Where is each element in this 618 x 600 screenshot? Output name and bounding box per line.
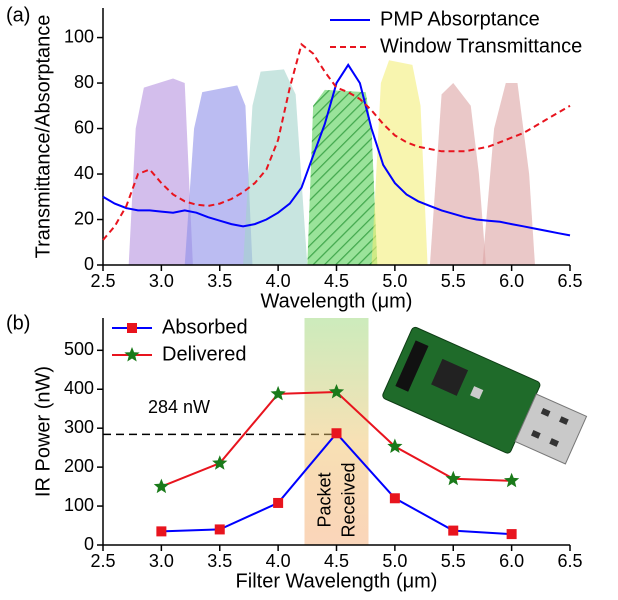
x-tick-label: 6.0 bbox=[499, 271, 524, 291]
x-tick-label: 4.5 bbox=[324, 551, 349, 571]
x-tick-label: 2.5 bbox=[90, 271, 115, 291]
annotation-text: Received bbox=[338, 462, 358, 537]
y-tick-label: 0 bbox=[84, 534, 94, 554]
x-tick-label: 4.0 bbox=[266, 551, 291, 571]
marker bbox=[331, 428, 342, 439]
marker bbox=[270, 385, 286, 401]
annotation-text: 284 nW bbox=[148, 397, 210, 417]
series-line bbox=[102, 42, 571, 241]
x-tick-label: 3.0 bbox=[149, 551, 174, 571]
marker bbox=[212, 455, 228, 470]
y-axis-label: IR Power (nW) bbox=[32, 366, 54, 497]
x-tick-label: 5.0 bbox=[382, 271, 407, 291]
filter-band bbox=[184, 85, 253, 266]
legend-marker bbox=[127, 323, 137, 333]
y-tick-label: 20 bbox=[74, 208, 94, 228]
filter-band bbox=[371, 60, 428, 265]
x-tick-label: 4.5 bbox=[324, 271, 349, 291]
series-line bbox=[102, 63, 571, 237]
filter-band bbox=[128, 78, 193, 265]
y-tick-label: 100 bbox=[64, 495, 94, 515]
marker bbox=[387, 438, 403, 453]
y-axis-label: Transmittance/Absorptance bbox=[32, 15, 54, 259]
legend-label: Window Transmittance bbox=[380, 35, 582, 57]
annotation-text: Packet bbox=[314, 472, 334, 527]
panel-label: (b) bbox=[6, 312, 30, 334]
marker bbox=[214, 524, 225, 535]
filter-band bbox=[482, 83, 535, 265]
x-tick-label: 6.5 bbox=[557, 271, 582, 291]
y-tick-label: 500 bbox=[64, 339, 94, 359]
x-tick-label: 3.5 bbox=[207, 551, 232, 571]
x-tick-label: 3.0 bbox=[149, 271, 174, 291]
y-tick-label: 100 bbox=[64, 26, 94, 46]
y-tick-label: 0 bbox=[84, 254, 94, 274]
y-tick-label: 40 bbox=[74, 163, 94, 183]
marker bbox=[445, 470, 461, 486]
legend-label: PMP Absorptance bbox=[380, 8, 540, 30]
y-tick-label: 200 bbox=[64, 456, 94, 476]
x-tick-label: 3.5 bbox=[207, 271, 232, 291]
legend-label: Absorbed bbox=[162, 316, 248, 338]
marker bbox=[156, 526, 167, 537]
marker bbox=[328, 384, 345, 399]
x-tick-label: 5.5 bbox=[441, 271, 466, 291]
legend-label: Delivered bbox=[162, 343, 246, 365]
y-tick-label: 80 bbox=[74, 72, 94, 92]
usb-device-photo bbox=[382, 326, 588, 465]
marker bbox=[448, 525, 459, 536]
filter-band bbox=[307, 89, 378, 266]
x-tick-label: 6.5 bbox=[557, 551, 582, 571]
marker bbox=[506, 529, 517, 540]
marker bbox=[273, 497, 284, 508]
panel-label: (a) bbox=[6, 4, 30, 26]
x-axis-label: Filter Wavelength (μm) bbox=[236, 570, 438, 592]
legend-marker bbox=[124, 347, 140, 362]
marker bbox=[504, 472, 520, 488]
x-tick-label: 4.0 bbox=[266, 271, 291, 291]
marker bbox=[389, 493, 400, 504]
x-axis-label: Wavelength (μm) bbox=[261, 290, 413, 312]
y-tick-label: 300 bbox=[64, 417, 94, 437]
filter-band bbox=[429, 83, 486, 265]
y-tick-label: 400 bbox=[64, 378, 94, 398]
x-tick-label: 6.0 bbox=[499, 551, 524, 571]
filter-band bbox=[243, 69, 308, 266]
x-tick-label: 5.5 bbox=[441, 551, 466, 571]
marker bbox=[153, 478, 169, 494]
x-tick-label: 2.5 bbox=[90, 551, 115, 571]
x-tick-label: 5.0 bbox=[382, 551, 407, 571]
y-tick-label: 60 bbox=[74, 117, 94, 137]
